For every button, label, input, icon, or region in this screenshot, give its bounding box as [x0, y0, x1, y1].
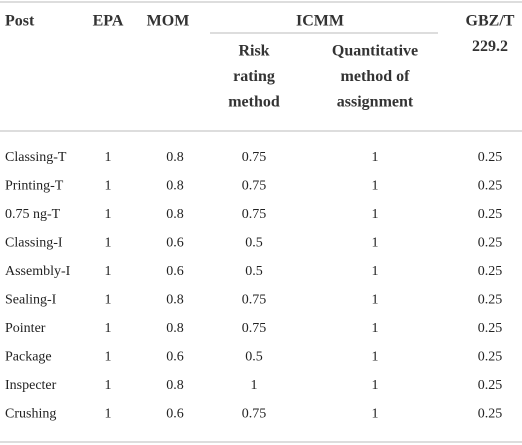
cell: 1: [105, 264, 112, 279]
cell: 0.75: [242, 407, 267, 422]
cell: 0.25: [478, 350, 503, 365]
cell: 1: [372, 293, 379, 308]
header-cell: method: [228, 94, 280, 111]
cell: 1: [372, 264, 379, 279]
cell: 1: [372, 350, 379, 365]
cell: Printing-T: [5, 179, 64, 194]
header-cell: assignment: [337, 94, 414, 111]
cell: 0.75: [242, 293, 267, 308]
cell: 1: [105, 236, 112, 251]
cell: 1: [105, 207, 112, 222]
cell: 0.75: [242, 321, 267, 336]
cell: 1: [372, 378, 379, 393]
header-cell: EPA: [93, 13, 124, 30]
cell: 1: [105, 293, 112, 308]
cell: 1: [372, 236, 379, 251]
cell: 1: [372, 321, 379, 336]
cell: 0.5: [245, 350, 263, 365]
cell: 0.8: [166, 150, 184, 165]
cell: 1: [372, 150, 379, 165]
cell: 1: [105, 321, 112, 336]
cell: 0.25: [478, 378, 503, 393]
header-cell: GBZ/T: [466, 13, 515, 30]
cell: 0.8: [166, 207, 184, 222]
header-cell: Risk: [238, 43, 269, 60]
cell: 0.25: [478, 407, 503, 422]
cell: 0.25: [478, 150, 503, 165]
cell: 1: [105, 179, 112, 194]
header-cell: ICMM: [296, 13, 344, 30]
header-cell: method of: [341, 68, 411, 85]
cell: Pointer: [5, 321, 46, 336]
cell: 0.5: [245, 236, 263, 251]
cell: 1: [105, 407, 112, 422]
cell: Sealing-I: [5, 293, 57, 308]
cell: Assembly-I: [5, 264, 71, 279]
header-cell: rating: [233, 68, 275, 85]
cell: 0.25: [478, 321, 503, 336]
cell: 1: [251, 378, 258, 393]
cell: 0.8: [166, 378, 184, 393]
cell: 0.75: [242, 207, 267, 222]
cell: Crushing: [5, 407, 56, 422]
cell: 0.25: [478, 293, 503, 308]
cell: 0.8: [166, 293, 184, 308]
cell: 0.6: [166, 236, 184, 251]
cell: Package: [5, 350, 52, 365]
cell: 1: [105, 150, 112, 165]
header-cell: Post: [5, 13, 35, 30]
cell: 1: [105, 350, 112, 365]
cell: 0.75: [242, 150, 267, 165]
cell: 0.6: [166, 407, 184, 422]
cell: Classing-I: [5, 236, 63, 251]
cell: 0.25: [478, 179, 503, 194]
cell: 1: [105, 378, 112, 393]
cell: 0.75: [242, 179, 267, 194]
cell: 0.25: [478, 264, 503, 279]
header-cell: MOM: [147, 13, 190, 30]
cell: 0.8: [166, 321, 184, 336]
cell: 1: [372, 179, 379, 194]
cell: 0.8: [166, 179, 184, 194]
cell: 1: [372, 207, 379, 222]
cell: 0.5: [245, 264, 263, 279]
cell: 0.25: [478, 236, 503, 251]
cell: 0.6: [166, 264, 184, 279]
cell: 0.6: [166, 350, 184, 365]
header-cell: Quantitative: [332, 43, 418, 60]
header-cell: 229.2: [472, 38, 508, 55]
cell: Classing-T: [5, 150, 67, 165]
cell: 1: [372, 407, 379, 422]
cell: Inspecter: [5, 378, 57, 393]
cell: 0.75 ng-T: [5, 207, 61, 222]
cell: 0.25: [478, 207, 503, 222]
